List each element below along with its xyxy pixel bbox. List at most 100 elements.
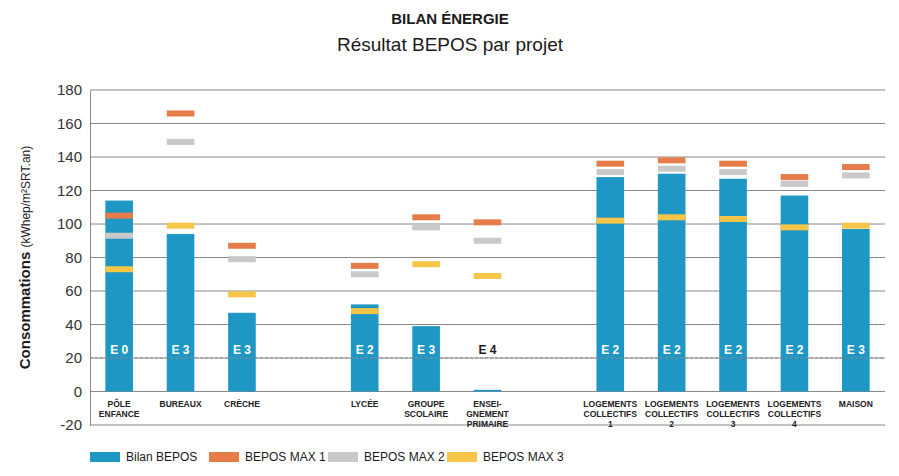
annotations: E 0E 3E 3E 2E 3E 4E 2E 2E 2E 2E 3 — [110, 343, 865, 357]
marker-dash — [842, 223, 870, 229]
y-tick-label: 100 — [57, 215, 82, 232]
legend-swatch — [328, 452, 358, 462]
y-tick-label: 60 — [65, 282, 82, 299]
x-tick-label: PÔLEENFANCE — [99, 398, 140, 419]
marker-dash — [412, 261, 440, 267]
grid-line — [90, 358, 885, 359]
legend-swatch — [209, 452, 239, 462]
x-tick-label: LOGEMENTSCOLLECTIFS4 — [768, 399, 822, 429]
y-tick-label: 40 — [65, 316, 82, 333]
marker-dash — [842, 164, 870, 170]
x-tick: LOGEMENTSCOLLECTIFS3 — [706, 399, 760, 429]
x-tick-label: CRÈCHE — [224, 399, 260, 409]
legend-swatch — [90, 452, 120, 462]
marker-dash — [474, 273, 502, 279]
x-tick-label: LYCÉE — [351, 399, 379, 409]
annotation: E 0 — [110, 343, 128, 357]
marker-dash — [658, 166, 686, 172]
y-tick: 140 — [57, 148, 90, 165]
x-tick: LOGEMENTSCOLLECTIFS4 — [768, 399, 822, 429]
marker-dash — [351, 263, 379, 269]
annotation: E 2 — [601, 343, 619, 357]
marker-dash — [719, 161, 747, 167]
marker-dash — [412, 214, 440, 220]
annotation: E 2 — [356, 343, 374, 357]
bar — [842, 229, 870, 391]
x-tick: BUREAUX — [160, 399, 202, 409]
x-tick: LOGEMENTSCOLLECTIFS2 — [645, 399, 699, 429]
y-tick-label: 160 — [57, 115, 82, 132]
y-tick-label: 180 — [57, 81, 82, 98]
y-tick: 40 — [65, 316, 90, 333]
annotation: E 3 — [417, 343, 435, 357]
grid-line — [90, 291, 885, 292]
y-tick: 180 — [57, 81, 90, 98]
grid-line — [90, 257, 885, 258]
marker-dash — [228, 256, 256, 262]
series-2 — [105, 139, 869, 277]
x-tick: MAISON — [839, 399, 873, 409]
annotation: E 3 — [233, 343, 251, 357]
marker-dash — [351, 271, 379, 277]
x-tick-label: MAISON — [839, 399, 873, 409]
marker-dash — [596, 161, 624, 167]
grid-line — [90, 190, 885, 191]
marker-dash — [781, 224, 809, 230]
legend-label: BEPOS MAX 2 — [364, 450, 445, 464]
grid-line — [90, 90, 885, 91]
y-axis-line — [90, 91, 91, 426]
y-tick: 0 — [74, 383, 90, 400]
bar — [719, 179, 747, 392]
annotation: E 2 — [724, 343, 742, 357]
grid-line — [90, 157, 885, 158]
y-axis: -20020406080100120140160180 — [57, 81, 91, 433]
title: BILAN ÉNERGIE — [391, 10, 509, 27]
marker-dash — [719, 169, 747, 175]
x-tick: LYCÉE — [351, 399, 379, 409]
annotation: E 2 — [663, 343, 681, 357]
x-tick-label: BUREAUX — [160, 399, 202, 409]
marker-dash — [228, 291, 256, 297]
legend-label: BEPOS MAX 1 — [245, 450, 326, 464]
annotation: E 3 — [172, 343, 190, 357]
bar — [228, 313, 256, 392]
y-tick-label: 0 — [74, 383, 82, 400]
y-tick-label: 80 — [65, 249, 82, 266]
marker-dash — [474, 238, 502, 244]
y-tick: 20 — [65, 349, 90, 366]
x-tick-label: LOGEMENTSCOLLECTIFS1 — [583, 399, 637, 429]
bar — [412, 326, 440, 391]
x-tick: PÔLEENFANCE — [99, 398, 140, 419]
y-tick: 60 — [65, 282, 90, 299]
y-tick: 100 — [57, 215, 90, 232]
y-tick: 160 — [57, 115, 90, 132]
marker-dash — [658, 157, 686, 163]
marker-dash — [781, 181, 809, 187]
grid-line — [90, 123, 885, 124]
marker-dash — [842, 172, 870, 178]
marker-dash — [351, 308, 379, 314]
series-1 — [105, 110, 869, 268]
marker-dash — [474, 219, 502, 225]
reference-line — [90, 358, 885, 359]
legend-label: BEPOS MAX 3 — [483, 450, 564, 464]
x-tick: GROUPESCOLAIRE — [404, 399, 448, 419]
y-tick: -20 — [60, 416, 90, 433]
x-tick-label: LOGEMENTSCOLLECTIFS2 — [645, 399, 699, 429]
chart: BILAN ÉNERGIERésultat BEPOS par projet-2… — [0, 0, 899, 476]
series-3 — [105, 214, 869, 314]
y-title: Consommations (kWhep/m²SRT.an) — [16, 146, 33, 370]
legend-label: Bilan BEPOS — [126, 450, 197, 464]
bar — [781, 196, 809, 392]
x-tick: LOGEMENTSCOLLECTIFS1 — [583, 399, 637, 429]
legend: Bilan BEPOS BEPOS MAX 1 BEPOS MAX 2 BEPOS M… — [90, 450, 564, 464]
annotation: E 4 — [478, 343, 496, 357]
bar — [351, 304, 379, 391]
marker-dash — [105, 213, 133, 219]
x-tick-label: ENSEI-GNEMENTPRIMAIRE — [466, 399, 509, 429]
y-tick: 80 — [65, 249, 90, 266]
marker-dash — [658, 214, 686, 220]
x-tick-label: LOGEMENTSCOLLECTIFS3 — [706, 399, 760, 429]
grid-line — [90, 324, 885, 325]
x-axis: PÔLEENFANCE BUREAUX CRÈCHE LYCÉE GROUPESCOLA… — [99, 398, 873, 429]
